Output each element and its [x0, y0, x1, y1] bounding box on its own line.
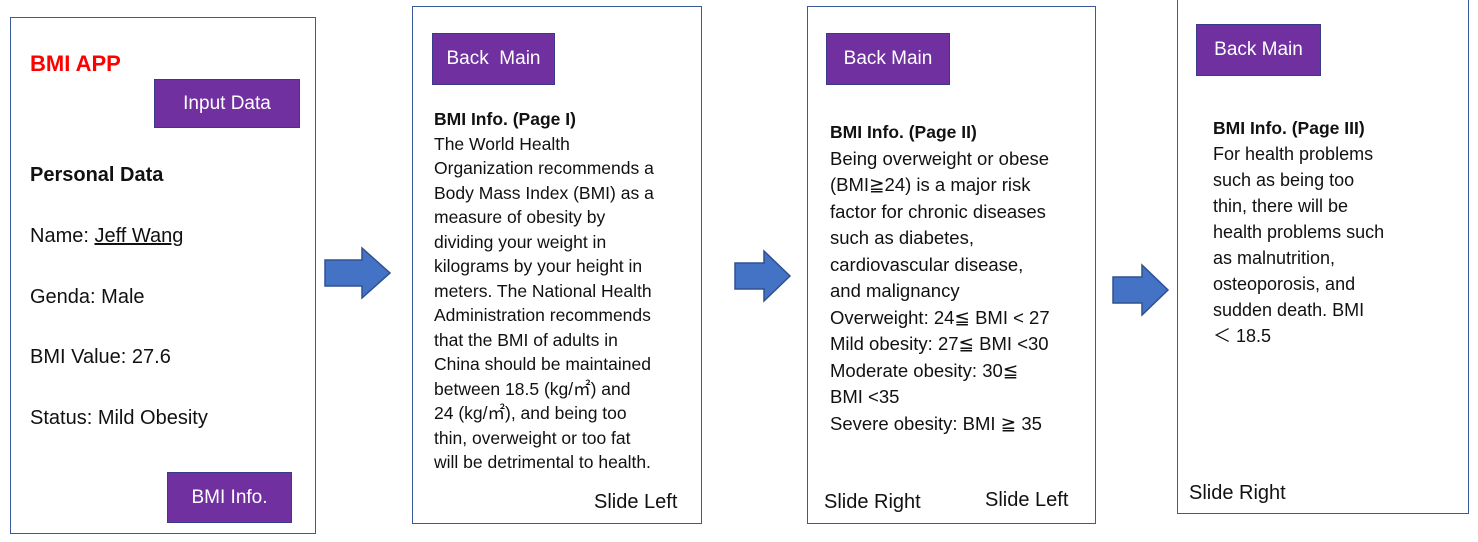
arrow-right-icon — [734, 249, 792, 303]
info-line: Overweight: 24≦ BMI < 27 — [830, 306, 1050, 328]
info-line: China should be maintained — [434, 354, 651, 374]
info-line: will be detrimental to health. — [434, 452, 651, 472]
slide-left-hint[interactable]: Slide Left — [594, 491, 678, 513]
name-row: Name: Jeff Wang — [30, 225, 183, 248]
name-label: Name: — [30, 225, 95, 247]
name-value: Jeff Wang — [94, 225, 184, 247]
info-title: BMI Info. (Page I) — [434, 109, 576, 129]
info-line: BMI <35 — [830, 386, 900, 407]
info-line: between 18.5 (kg/㎡) and — [434, 378, 631, 399]
gender-text: Genda: Male — [30, 286, 145, 308]
arrow-right-icon — [1112, 263, 1170, 317]
info-line: ＜ 18.5 — [1213, 326, 1272, 346]
slide-right-hint[interactable]: Slide Right — [824, 491, 921, 513]
info-line: dividing your weight in — [434, 231, 607, 252]
screen-main: BMI APP Input Data Personal Data Name: J… — [10, 17, 316, 534]
info-title: BMI Info. (Page II) — [830, 122, 977, 142]
info-line: thin, there will be — [1213, 196, 1349, 216]
info-line: Severe obesity: BMI ≧ 35 — [830, 412, 1042, 434]
personal-data-heading: Personal Data — [30, 164, 164, 186]
info-line: sudden death. BMI — [1213, 300, 1365, 320]
arrow-right-icon — [324, 246, 392, 300]
bmi-value-text: BMI Value: 27.6 — [30, 346, 171, 368]
info-line: such as diabetes, — [830, 227, 974, 248]
info-line: such as being too — [1213, 170, 1355, 190]
screen-info-page-1: Back Main BMI Info. (Page I) The World H… — [412, 6, 702, 524]
app-title: BMI APP — [30, 51, 121, 76]
info-text-block: BMI Info. (Page II) Being overweight or … — [830, 119, 1050, 437]
bmi-info-button[interactable]: BMI Info. — [167, 472, 292, 523]
info-line: Moderate obesity: 30≦ — [830, 359, 1019, 381]
back-main-button[interactable]: Back Main — [1196, 24, 1321, 76]
info-text-block: BMI Info. (Page I) The World Health Orga… — [434, 107, 654, 475]
info-line: For health problems — [1213, 144, 1374, 164]
info-line: 24 (kg/㎡), and being too — [434, 403, 627, 423]
info-line: kilograms by your height in — [434, 256, 643, 276]
info-line: meters. The National Health — [434, 280, 652, 301]
back-main-button[interactable]: Back Main — [826, 33, 950, 85]
info-line: Body Mass Index (BMI) as a — [434, 182, 654, 203]
info-line: and malignancy — [830, 280, 960, 301]
slide-left-hint[interactable]: Slide Left — [985, 489, 1069, 511]
info-title: BMI Info. (Page III) — [1213, 118, 1365, 138]
info-line: factor for chronic diseases — [830, 200, 1046, 222]
screen-info-page-2: Back Main BMI Info. (Page II) Being over… — [807, 6, 1096, 524]
info-text-block: BMI Info. (Page III) For health problems… — [1213, 115, 1384, 349]
screen-info-page-3: Back Main BMI Info. (Page III) For healt… — [1177, 0, 1469, 514]
info-line: Organization recommends a — [434, 158, 654, 178]
back-main-button[interactable]: Back Main — [432, 33, 555, 85]
info-line: osteoporosis, and — [1213, 274, 1356, 294]
info-line: thin, overweight or too fat — [434, 427, 631, 448]
slide-right-hint[interactable]: Slide Right — [1189, 482, 1286, 504]
info-line: measure of obesity by — [434, 207, 606, 227]
info-line: Mild obesity: 27≦ BMI <30 — [830, 333, 1049, 354]
info-line: that the BMI of adults in — [434, 329, 618, 350]
info-line: Being overweight or obese — [830, 147, 1050, 169]
info-line: cardiovascular disease, — [830, 253, 1024, 275]
status-text: Status: Mild Obesity — [30, 407, 208, 429]
input-data-button[interactable]: Input Data — [154, 79, 300, 128]
info-line: health problems such — [1213, 222, 1385, 242]
info-line: The World Health — [434, 133, 570, 154]
info-line: (BMI≧24) is a major risk — [830, 174, 1031, 195]
info-line: as malnutrition, — [1213, 248, 1336, 268]
info-line: Administration recommends — [434, 305, 651, 325]
